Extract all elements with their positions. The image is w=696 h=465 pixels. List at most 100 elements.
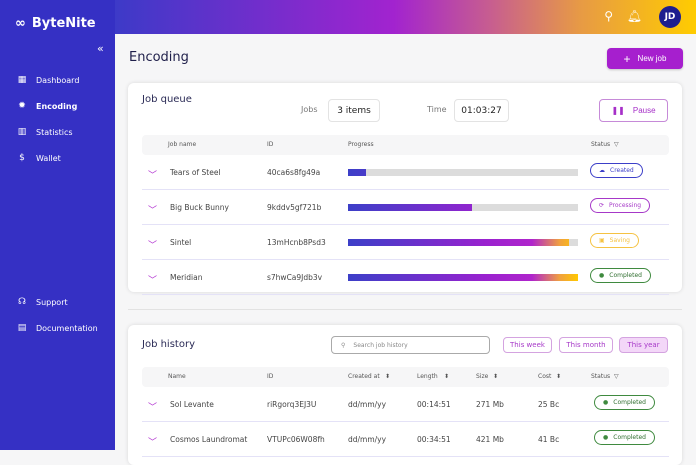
col-header[interactable]: Cost (538, 373, 552, 380)
job-id: 9kddv5gf721b (267, 203, 322, 212)
collapse-sidebar-icon[interactable]: « (97, 42, 104, 55)
filter-this-year[interactable]: This year (619, 337, 668, 353)
col-header[interactable]: Length (417, 373, 438, 380)
job-name: Meridian (170, 273, 203, 282)
created-at: dd/mm/yy (348, 435, 387, 444)
job-name: Cosmos Laundromat (170, 435, 248, 444)
card-title: Job queue (142, 94, 192, 105)
new-job-button[interactable]: + New job (607, 48, 683, 69)
job-history-card: Job history ⚲ Search job history This wee… (128, 325, 682, 465)
search-input[interactable]: ⚲ Search job history (331, 336, 490, 354)
sidebar-item-encoding[interactable]: ✹ Encoding (0, 95, 115, 117)
progress-bar (348, 204, 578, 211)
progress-bar (348, 239, 578, 246)
logo-icon: ∞ (15, 16, 26, 31)
status-label: Created (610, 167, 634, 174)
progress-bar (348, 274, 578, 281)
col-header[interactable]: Size (476, 373, 489, 380)
progress-fill (348, 204, 473, 211)
size: 421 Mb (476, 435, 504, 444)
save-icon: ▣ (599, 237, 605, 244)
pause-icon: ❚❚ (611, 106, 625, 115)
nav-label: Support (36, 297, 68, 307)
sort-icon[interactable]: ⬍ (556, 373, 562, 380)
status-badge: ⟳ Processing (590, 198, 651, 213)
nav-label: Wallet (36, 153, 61, 163)
cost: 25 Bc (538, 400, 560, 409)
filter-this-week[interactable]: This week (503, 337, 552, 353)
avatar[interactable]: JD (659, 6, 681, 28)
sidebar-item-documentation[interactable]: ▤ Documentation (0, 317, 115, 339)
sort-icon[interactable]: ⬍ (444, 373, 450, 380)
book-icon: ▤ (17, 323, 27, 333)
status-label: Completed (609, 272, 642, 279)
page-title: Encoding (129, 50, 189, 65)
chevron-down-icon[interactable]: ﹀ (148, 206, 158, 216)
job-name: Big Buck Bunny (170, 203, 229, 212)
table-row[interactable]: ﹀ Tears of Steel 40ca6s8fg49a ☁ Created (142, 155, 669, 190)
search-icon[interactable]: ⚲ (604, 9, 613, 23)
filter-this-month[interactable]: This month (559, 337, 613, 353)
table-row[interactable]: ﹀ Meridian s7hwCa9Jdb3v ● Completed (142, 260, 669, 295)
jobs-label: Jobs (301, 105, 318, 114)
sort-icon[interactable]: ⬍ (385, 373, 391, 380)
status-badge: ☁ Created (590, 163, 643, 178)
col-header[interactable]: Created at (348, 373, 380, 380)
length: 00:14:51 (417, 400, 451, 409)
status-badge: ● Completed (594, 395, 655, 410)
sidebar-item-wallet[interactable]: $ Wallet (0, 147, 115, 169)
chevron-down-icon[interactable]: ﹀ (148, 438, 158, 448)
sort-icon[interactable]: ⬍ (493, 373, 499, 380)
search-placeholder: Search job history (353, 341, 408, 349)
card-title: Job history (142, 339, 195, 350)
search-icon: ⚲ (341, 341, 346, 349)
check-circle-icon: ● (603, 434, 609, 441)
cost: 41 Bc (538, 435, 560, 444)
sidebar-item-dashboard[interactable]: ▦ Dashboard (0, 69, 115, 91)
filter-icon[interactable]: ▽ (614, 373, 619, 380)
table-row[interactable]: ﹀ Sol Levante riRgorq3EJ3U dd/mm/yy 00:1… (142, 387, 669, 422)
job-id: VTUPc06W08fh (267, 435, 325, 444)
sidebar-item-statistics[interactable]: ▥ Statistics (0, 121, 115, 143)
time-value: 01:03:27 (454, 99, 509, 122)
pause-button[interactable]: ❚❚ Pause (599, 99, 668, 122)
job-name: Tears of Steel (170, 168, 221, 177)
progress-bar (348, 169, 578, 176)
sidebar-item-support[interactable]: ☊ Support (0, 291, 115, 313)
status-badge: ● Completed (594, 430, 655, 445)
table-row[interactable]: ﹀ Big Buck Bunny 9kddv5gf721b ⟳ Processin… (142, 190, 669, 225)
status-badge: ● Completed (590, 268, 651, 283)
gear-icon: ✹ (18, 101, 26, 111)
job-name: Sintel (170, 238, 192, 247)
sidebar: ∞ ByteNite « ▦ Dashboard ✹ Encoding ▥ Statis… (0, 0, 115, 450)
status-label: Completed (613, 434, 646, 441)
table-row[interactable]: ﹀ Sintel 13mHcnb8Psd3 ▣ Saving (142, 225, 669, 260)
dollar-icon: $ (19, 153, 25, 163)
bar-chart-icon: ▥ (17, 127, 27, 137)
job-id: riRgorq3EJ3U (267, 400, 317, 409)
progress-fill (348, 169, 367, 176)
table-header: Name ID Created at ⬍ Length ⬍ Size ⬍ Cost ⬍ … (142, 367, 669, 387)
chevron-down-icon[interactable]: ﹀ (148, 171, 158, 181)
col-header: Name (168, 373, 186, 380)
bell-icon[interactable]: 🔔︎ (626, 9, 642, 23)
chevron-down-icon[interactable]: ﹀ (148, 276, 158, 286)
plus-icon: + (623, 51, 631, 66)
status-label: Processing (609, 202, 642, 209)
logo[interactable]: ∞ ByteNite (15, 16, 96, 31)
job-id: 40ca6s8fg49a (267, 168, 321, 177)
table-header: Job name ID Progress Status ▽ (142, 135, 669, 155)
nav-label: Dashboard (36, 75, 80, 85)
filter-icon[interactable]: ▽ (614, 141, 619, 148)
chevron-down-icon[interactable]: ﹀ (148, 241, 158, 251)
nav-label: Documentation (36, 323, 98, 333)
jobs-count: 3 items (328, 99, 380, 122)
col-header: Job name (168, 141, 197, 148)
table-row[interactable]: ﹀ Cosmos Laundromat VTUPc06W08fh dd/mm/y… (142, 422, 669, 457)
check-circle-icon: ● (603, 399, 609, 406)
chevron-down-icon[interactable]: ﹀ (148, 403, 158, 413)
status-badge: ▣ Saving (590, 233, 639, 248)
col-header: Status (591, 141, 611, 148)
refresh-icon: ⟳ (599, 202, 605, 209)
col-header: Progress (348, 141, 374, 148)
